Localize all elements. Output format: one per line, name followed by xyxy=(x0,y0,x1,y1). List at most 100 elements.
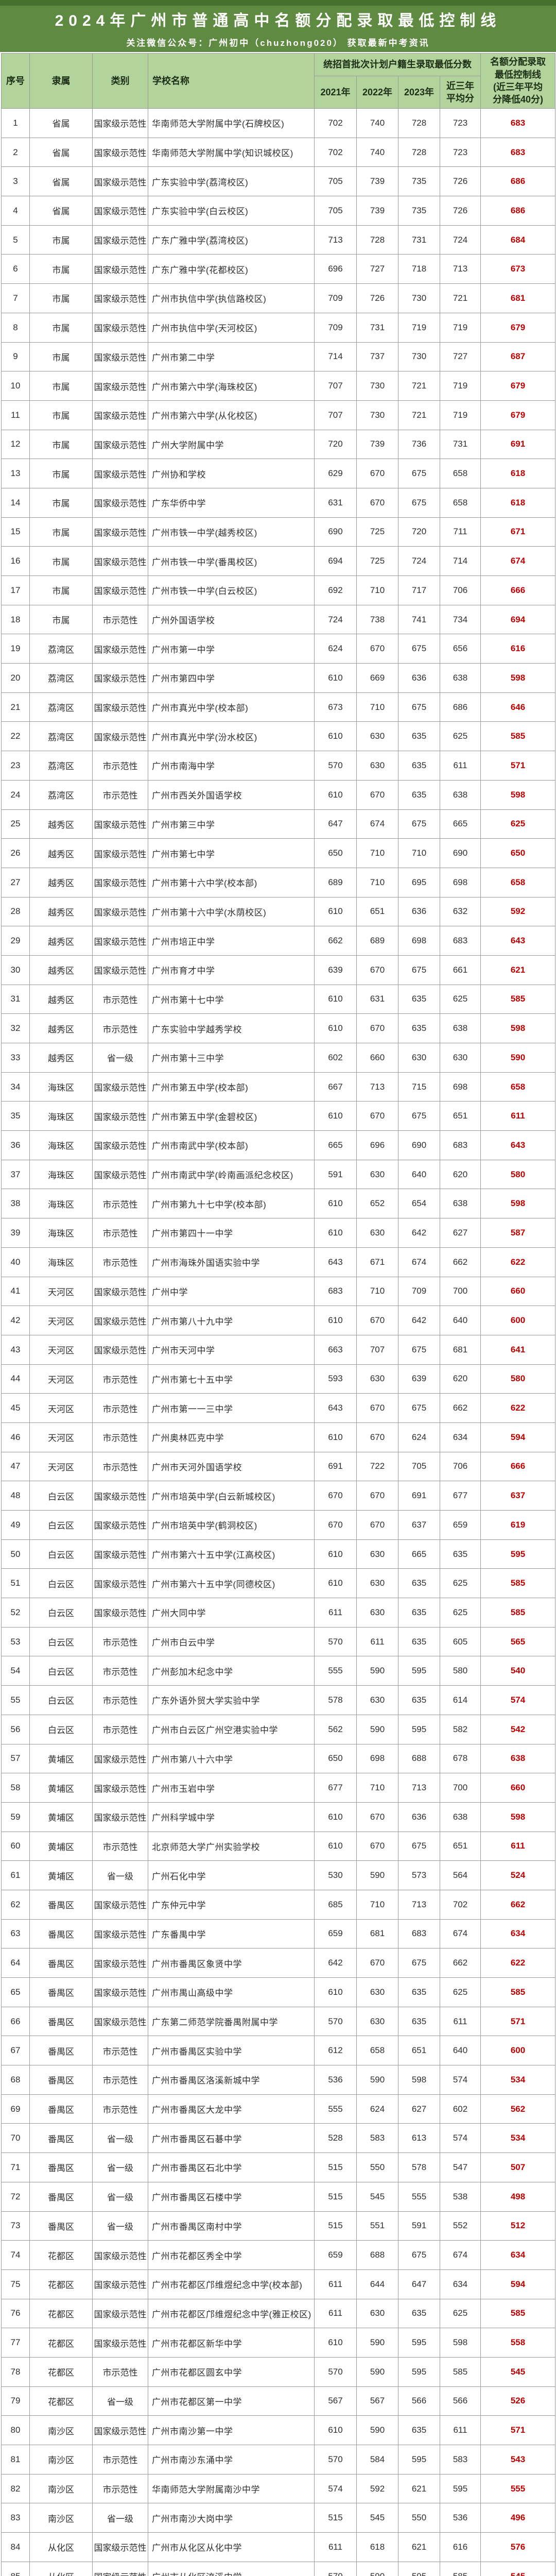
row-district: 天河区 xyxy=(29,1393,93,1423)
row-district: 荔湾区 xyxy=(29,692,93,722)
row-quota-line: 611 xyxy=(480,1831,555,1861)
row-district: 市属 xyxy=(29,254,93,284)
row-district: 海珠区 xyxy=(29,1218,93,1248)
row-score-2022: 630 xyxy=(356,1685,398,1715)
row-score-2023: 635 xyxy=(398,721,440,752)
header-avg3: 近三年 平均分 xyxy=(440,76,481,109)
row-score-2023: 730 xyxy=(398,342,440,372)
row-seq: 84 xyxy=(1,2532,30,2562)
row-score-2021: 610 xyxy=(314,721,357,752)
banner-top-strip xyxy=(0,0,556,6)
row-district: 白云区 xyxy=(29,1656,93,1686)
row-district: 海珠区 xyxy=(29,1247,93,1277)
row-score-2021: 610 xyxy=(314,663,357,693)
row-quota-line: 565 xyxy=(480,1626,555,1657)
row-category: 国家级示范性 xyxy=(92,663,148,693)
row-score-2021: 610 xyxy=(314,1539,357,1569)
table-row: 51 白云区 国家级示范性 广州市第六十五中学(同德校区) 610 630 635 625 58… xyxy=(1,1568,555,1599)
row-score-2022: 670 xyxy=(356,634,398,664)
row-seq: 20 xyxy=(1,663,30,693)
table-row: 77 花都区 国家级示范性 广州市花都区新华中学 610 590 595 598 558 xyxy=(1,2328,555,2358)
row-score-2022: 590 xyxy=(356,1860,398,1890)
row-category: 市示范性 xyxy=(92,751,148,781)
row-score-avg: 585 xyxy=(440,2357,481,2387)
row-score-2023: 675 xyxy=(398,955,440,985)
row-seq: 17 xyxy=(1,575,30,605)
row-district: 番禺区 xyxy=(29,2065,93,2095)
row-school: 广州市培英中学(白云新城校区) xyxy=(148,1481,315,1511)
table-row: 3 省属 国家级示范性 广东实验中学(荔湾校区) 705 739 735 726 686 xyxy=(1,166,555,197)
row-school: 广州市西关外国语学校 xyxy=(148,779,315,810)
row-score-2023: 578 xyxy=(398,2153,440,2182)
row-category: 国家级示范性 xyxy=(92,1334,148,1365)
row-score-2022: 710 xyxy=(356,838,398,868)
row-score-2021: 714 xyxy=(314,342,357,372)
table-row: 46 天河区 市示范性 广州奥林匹克中学 610 670 624 634 594 xyxy=(1,1422,555,1452)
row-school: 广州市第六中学(从化校区) xyxy=(148,400,315,430)
row-district: 番禺区 xyxy=(29,1977,93,2007)
table-row: 35 海珠区 国家级示范性 广州市第五中学(金碧校区) 610 670 675 651 611 xyxy=(1,1101,555,1131)
row-school: 广州市番禺区石北中学 xyxy=(148,2153,315,2182)
row-quota-line: 674 xyxy=(480,546,555,576)
row-score-2021: 610 xyxy=(314,984,357,1014)
row-quota-line: 598 xyxy=(480,663,555,693)
row-quota-line: 686 xyxy=(480,196,555,226)
table-row: 81 南沙区 市示范性 广州市南沙东涌中学 570 584 595 583 543 xyxy=(1,2445,555,2475)
row-school: 广州市番禺区洛溪新城中学 xyxy=(148,2065,315,2095)
row-score-avg: 678 xyxy=(440,1743,481,1774)
row-score-2021: 610 xyxy=(314,2415,357,2445)
row-quota-line: 590 xyxy=(480,1043,555,1073)
row-score-2021: 610 xyxy=(314,1422,357,1452)
table-row: 76 花都区 国家级示范性 广州市花都区邝维煜纪念中学(雅正校区) 611 630 635 6… xyxy=(1,2298,555,2329)
row-score-avg: 658 xyxy=(440,487,481,518)
row-category: 国家级示范性 xyxy=(92,283,148,313)
row-score-2022: 698 xyxy=(356,1743,398,1774)
row-quota-line: 622 xyxy=(480,1247,555,1277)
row-district: 黄埔区 xyxy=(29,1831,93,1861)
table-row: 28 越秀区 国家级示范性 广州市第十六中学(水荫校区) 610 651 636 632 592 xyxy=(1,896,555,927)
row-score-avg: 677 xyxy=(440,1481,481,1511)
row-category: 省一级 xyxy=(92,2153,148,2182)
table-row: 19 荔湾区 国家级示范性 广州市第一中学 624 670 675 656 616 xyxy=(1,634,555,664)
row-score-2022: 583 xyxy=(356,2123,398,2154)
row-score-2021: 650 xyxy=(314,1743,357,1774)
row-category: 市示范性 xyxy=(92,1247,148,1277)
row-seq: 69 xyxy=(1,2094,30,2124)
score-table-wrap: 序号 隶属 类别 学校名称 统招首批次计划户籍生录取最低分数 名额分配录取 最低… xyxy=(0,52,556,2576)
row-school: 广州市番禺区石碁中学 xyxy=(148,2123,315,2154)
row-score-2021: 709 xyxy=(314,283,357,313)
row-school: 广州市第十六中学(水荫校区) xyxy=(148,896,315,927)
row-school: 广州市第四十一中学 xyxy=(148,1218,315,1248)
table-row: 61 黄埔区 省一级 广州石化中学 530 590 573 564 524 xyxy=(1,1860,555,1890)
row-seq: 70 xyxy=(1,2123,30,2154)
row-score-avg: 598 xyxy=(440,2328,481,2358)
row-quota-line: 592 xyxy=(480,896,555,927)
table-row: 12 市属 国家级示范性 广州大学附属中学 720 739 736 731 691 xyxy=(1,429,555,460)
row-score-avg: 625 xyxy=(440,1568,481,1599)
row-seq: 21 xyxy=(1,692,30,722)
row-school: 广州市天河中学 xyxy=(148,1334,315,1365)
row-category: 国家级示范性 xyxy=(92,166,148,197)
row-school: 广州市花都区邝维煜纪念中学(校本部) xyxy=(148,2269,315,2299)
row-score-2023: 595 xyxy=(398,2561,440,2576)
header-affiliation: 隶属 xyxy=(29,53,93,109)
row-seq: 45 xyxy=(1,1393,30,1423)
row-score-2023: 675 xyxy=(398,1831,440,1861)
table-row: 67 番禺区 市示范性 广州市番禺区实验中学 612 658 651 640 600 xyxy=(1,2036,555,2066)
row-score-2021: 567 xyxy=(314,2386,357,2416)
row-school: 广州市番禺区石楼中学 xyxy=(148,2181,315,2212)
row-quota-line: 598 xyxy=(480,1189,555,1219)
row-score-2021: 724 xyxy=(314,604,357,635)
row-score-2023: 675 xyxy=(398,1948,440,1978)
row-quota-line: 580 xyxy=(480,1364,555,1394)
row-category: 国家级示范性 xyxy=(92,546,148,576)
row-school: 广州市番禺区大龙中学 xyxy=(148,2094,315,2124)
row-seq: 48 xyxy=(1,1481,30,1511)
row-score-avg: 698 xyxy=(440,867,481,897)
row-category: 国家级示范性 xyxy=(92,429,148,460)
row-score-2022: 710 xyxy=(356,692,398,722)
row-score-2023: 635 xyxy=(398,1598,440,1628)
table-row: 42 天河区 国家级示范性 广州市第八十九中学 610 670 642 640 600 xyxy=(1,1306,555,1335)
row-quota-line: 512 xyxy=(480,2211,555,2241)
table-row: 30 越秀区 国家级示范性 广州市育才中学 639 670 675 661 621 xyxy=(1,955,555,985)
